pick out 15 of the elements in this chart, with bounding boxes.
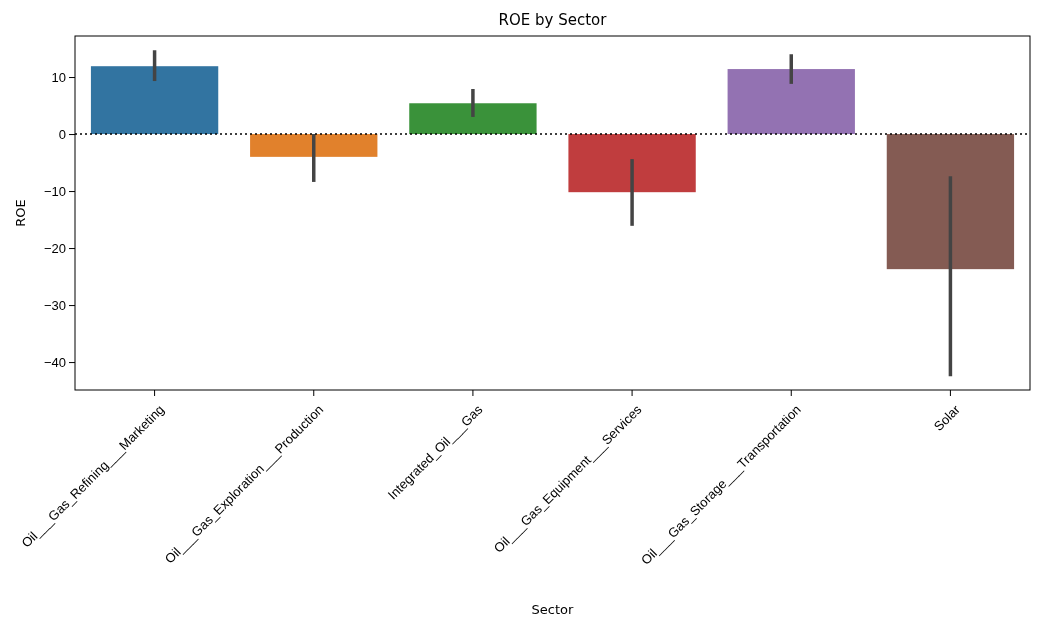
bar <box>409 103 537 135</box>
chart-title: ROE by Sector <box>498 11 608 29</box>
bar <box>886 134 1015 270</box>
y-tick-label: 0 <box>58 126 66 142</box>
bar <box>727 69 855 135</box>
bar <box>90 66 219 135</box>
y-tick-label: −10 <box>43 183 66 199</box>
y-tick-label: −30 <box>43 297 66 313</box>
bar <box>568 134 696 193</box>
y-tick-label: −40 <box>43 354 66 370</box>
bar <box>250 134 378 157</box>
y-axis-title: ROE <box>13 199 28 227</box>
y-tick-label: 10 <box>51 69 66 85</box>
x-axis-title: Sector <box>531 602 575 617</box>
y-tick-label: −20 <box>43 240 66 256</box>
